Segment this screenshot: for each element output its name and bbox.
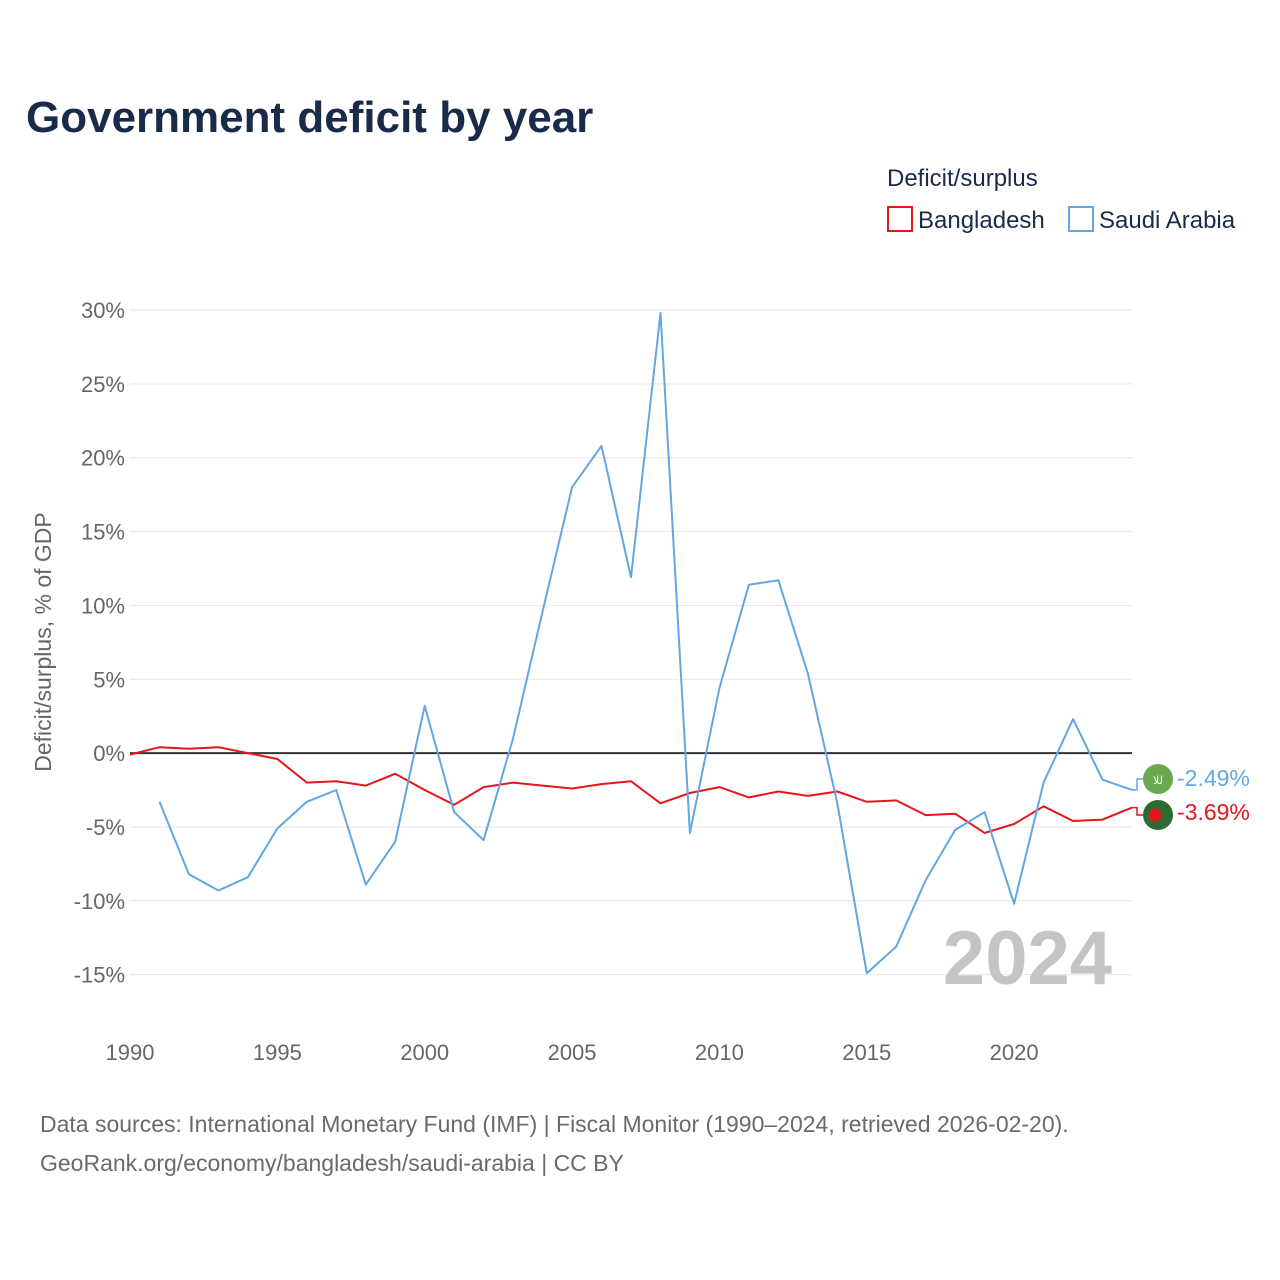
legend-label-bangladesh[interactable]: Bangladesh [918,207,1045,234]
gridlines [130,309,1132,976]
y-tick-label: 0% [93,741,125,766]
bangladesh-end-value: -3.69% [1177,799,1250,825]
source-line-2[interactable]: GeoRank.org/economy/bangladesh/saudi-ara… [40,1150,624,1176]
end-labels: للا -2.49% -3.69% [1132,764,1250,830]
legend: Deficit/surplus Bangladesh Saudi Arabia [887,165,1236,234]
y-tick-label: 5% [93,667,125,692]
y-tick-label: -5% [86,815,125,840]
chart-title: Government deficit by year [26,93,593,142]
y-tick-label: 30% [81,298,125,323]
x-tick-label: 1990 [106,1040,155,1065]
y-tick-label: -15% [74,963,125,988]
y-tick-label: 15% [81,520,125,545]
series-line-saudi-arabia[interactable] [158,312,1133,975]
series-lines [129,312,1133,975]
bangladesh-leader-line [1132,806,1143,816]
saudi-arabia-flag-icon: للا [1143,764,1173,794]
bangladesh-flag-icon [1143,800,1173,830]
y-tick-label: 25% [81,372,125,397]
series-line-bangladesh[interactable] [129,746,1133,834]
y-axis-title: Deficit/surplus, % of GDP [30,512,56,771]
year-watermark: 2024 [943,916,1112,1001]
saudi-arabia-end-value: -2.49% [1177,765,1250,791]
x-tick-label: 2005 [548,1040,597,1065]
y-tick-label: -10% [74,889,125,914]
saudi-arabia-leader-line [1132,778,1143,791]
x-axis-ticks: 1990 1995 2000 2005 2010 2015 2020 [106,1040,1039,1065]
legend-title: Deficit/surplus [887,165,1038,192]
legend-swatch-bangladesh[interactable] [887,206,913,232]
y-axis-ticks: 30% 25% 20% 15% 10% 5% 0% -5% -10% -15% [74,298,125,988]
x-tick-label: 2015 [842,1040,891,1065]
source-line-1: Data sources: International Monetary Fun… [40,1111,1069,1137]
x-tick-label: 1995 [253,1040,302,1065]
y-tick-label: 10% [81,593,125,618]
x-tick-label: 2000 [400,1040,449,1065]
x-tick-label: 2010 [695,1040,744,1065]
legend-swatch-saudi-arabia[interactable] [1068,206,1094,232]
legend-label-saudi-arabia[interactable]: Saudi Arabia [1099,207,1236,234]
saudi-arabia-flag-glyph: للا [1153,775,1163,787]
x-tick-label: 2020 [990,1040,1039,1065]
y-tick-label: 20% [81,446,125,471]
